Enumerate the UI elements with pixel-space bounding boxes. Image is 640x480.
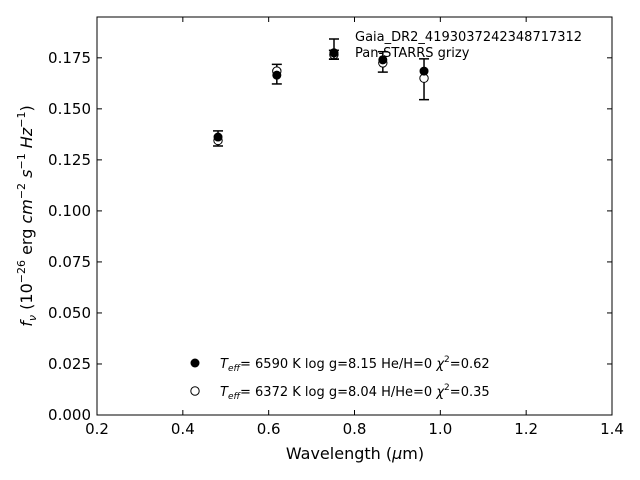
y-axis: 0.000 0.025 0.050 0.075 0.100 0.125 0.150 0.175 — [48, 49, 612, 424]
fit-row-1: Teff= 6590 K log g=8.15 He/H=0 χ2=0.62 — [190, 355, 490, 374]
y-tick-label: 0.175 — [48, 49, 91, 67]
x-tick-label: 1.0 — [428, 420, 452, 438]
fit2-logg: 8.04 — [348, 385, 377, 400]
plot-frame — [96, 16, 613, 416]
legend-photometry-label: Pan-STARRS grizy — [355, 46, 470, 61]
fit2-composition: H/He=0 — [381, 385, 432, 400]
fit1-composition: He/H=0 — [381, 357, 432, 372]
x-tick-label: 0.2 — [85, 420, 109, 438]
legend-object-name: Gaia_DR2_4193037242348717312 — [355, 30, 582, 45]
x-axis-label: Wavelength (μm) — [286, 444, 424, 463]
open-circle-icon — [190, 386, 200, 396]
y-tick-label: 0.050 — [48, 304, 91, 322]
x-tick-label: 1.4 — [600, 420, 624, 438]
y-tick-label: 0.075 — [48, 253, 91, 271]
fit-row-2: Teff= 6372 K log g=8.04 H/He=0 χ2=0.35 — [190, 383, 490, 402]
x-tick-label: 0.4 — [171, 420, 195, 438]
model-point-filled — [272, 70, 282, 80]
y-tick-label: 0.000 — [48, 406, 91, 424]
y-tick-label: 0.150 — [48, 100, 91, 118]
model-point-filled — [378, 55, 388, 65]
fit1-logg: 8.15 — [348, 357, 377, 372]
x-tick-label: 0.6 — [257, 420, 281, 438]
x-tick-label: 0.8 — [343, 420, 367, 438]
filled-circle-icon — [190, 358, 200, 368]
y-tick-label: 0.025 — [48, 355, 91, 373]
model-point-filled — [419, 66, 429, 76]
legend: Gaia_DR2_4193037242348717312 Pan-STARRS … — [329, 30, 582, 61]
x-axis: 0.2 0.4 0.6 0.8 1.0 1.2 1.4 — [85, 17, 624, 438]
x-tick-label: 1.2 — [514, 420, 538, 438]
fit1-chi2: 0.62 — [461, 357, 490, 372]
data-marks — [213, 48, 430, 147]
y-tick-label: 0.100 — [48, 202, 91, 220]
fit2-chi2: 0.35 — [461, 385, 490, 400]
fit-legend: Teff= 6590 K log g=8.15 He/H=0 χ2=0.62 T… — [190, 355, 490, 402]
fit2-teff: 6372 K — [255, 385, 301, 400]
y-tick-label: 0.125 — [48, 151, 91, 169]
y-axis-label: fν (10−26 erg cm−2 s−1 Hz−1) — [15, 105, 39, 326]
legend-errorbar-icon — [329, 38, 339, 60]
svg-text:Teff= 6372 K log g=8.04 H/H: Teff= 6372 K log g=8.04 H/He=0 χ2=0.35 — [220, 383, 490, 402]
model-point-filled — [213, 132, 223, 142]
svg-text:Teff= 6590 K log g=8.15 He/: Teff= 6590 K log g=8.15 He/H=0 χ2=0.62 — [220, 355, 490, 374]
fit1-teff: 6590 K — [255, 357, 301, 372]
